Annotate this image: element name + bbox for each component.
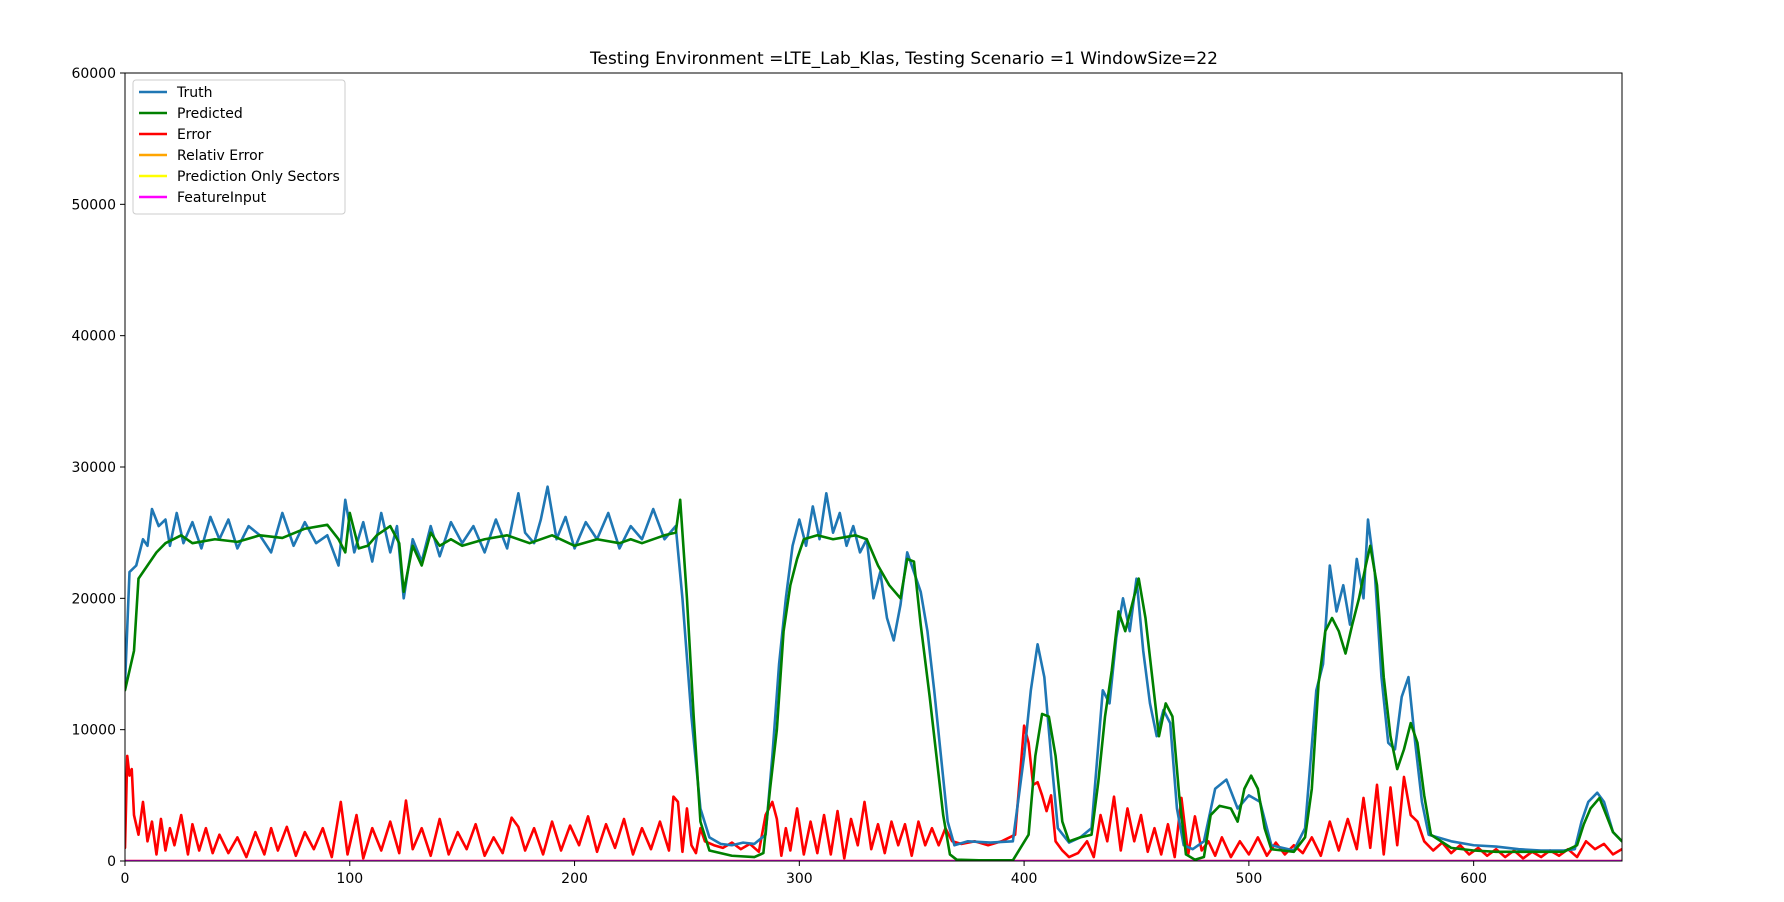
y-tick-label: 10000 xyxy=(71,723,116,739)
y-tick-label: 30000 xyxy=(71,460,116,476)
series-line-truth xyxy=(125,485,1622,852)
legend-label-prediction-only-sectors: Prediction Only Sectors xyxy=(177,169,340,185)
legend: Truth Predicted Error Relativ Error Predicti… xyxy=(132,79,346,215)
y-tick-label: 50000 xyxy=(71,197,116,213)
chart-title: Testing Environment =LTE_Lab_Klas, Testi… xyxy=(589,49,1218,69)
legend-label-relativ-error: Relativ Error xyxy=(177,148,264,164)
y-tick-label: 40000 xyxy=(71,329,116,345)
plot-frame xyxy=(124,72,1623,862)
y-tick-label: 20000 xyxy=(71,591,116,607)
x-tick-label: 500 xyxy=(1236,871,1263,887)
y-tick-label: 60000 xyxy=(71,66,116,82)
x-tick-label: 200 xyxy=(561,871,588,887)
y-axis: 0 10000 20000 30000 40000 50000 60000 xyxy=(71,66,125,870)
series-line-error xyxy=(125,724,1622,860)
x-tick-label: 100 xyxy=(336,871,363,887)
series-line-predicted xyxy=(125,498,1622,861)
x-tick-label: 300 xyxy=(786,871,813,887)
x-tick-label: 600 xyxy=(1460,871,1487,887)
x-tick-label: 0 xyxy=(121,871,130,887)
legend-label-truth: Truth xyxy=(176,85,213,101)
legend-label-error: Error xyxy=(177,127,211,143)
legend-label-predicted: Predicted xyxy=(177,106,243,122)
legend-label-featureinput: FeatureInput xyxy=(177,190,267,206)
series-layer xyxy=(125,485,1622,861)
y-tick-label: 0 xyxy=(107,854,116,870)
x-tick-label: 400 xyxy=(1011,871,1038,887)
x-axis: 0 100 200 300 400 500 600 xyxy=(121,861,1487,887)
legend-box xyxy=(132,79,346,215)
